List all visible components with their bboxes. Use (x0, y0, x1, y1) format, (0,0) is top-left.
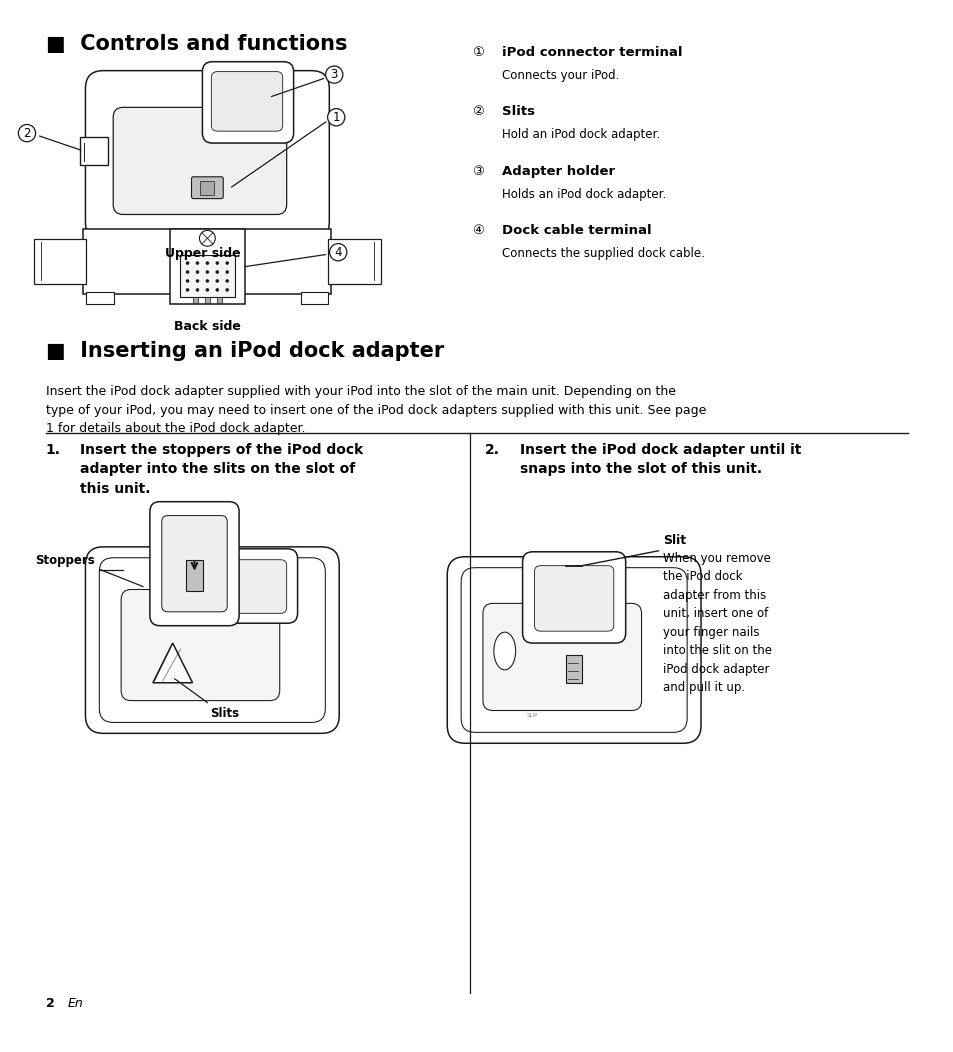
FancyBboxPatch shape (460, 568, 686, 732)
Bar (170, 229, 245, 304)
Circle shape (206, 261, 209, 265)
Text: En: En (68, 997, 83, 1010)
FancyBboxPatch shape (220, 560, 287, 613)
Circle shape (225, 270, 229, 274)
Polygon shape (152, 643, 193, 683)
Text: Stoppers: Stoppers (35, 553, 95, 567)
Text: 1.: 1. (46, 443, 61, 457)
Circle shape (225, 288, 229, 291)
Circle shape (206, 270, 209, 274)
Bar (193, 297, 198, 303)
Circle shape (215, 270, 219, 274)
Text: Adapter holder: Adapter holder (501, 165, 615, 178)
FancyBboxPatch shape (212, 72, 282, 132)
Circle shape (186, 288, 189, 291)
Text: Insert the stoppers of the iPod dock
adapter into the slits on the slot of
this : Insert the stoppers of the iPod dock ada… (80, 443, 363, 495)
Circle shape (225, 261, 229, 265)
Bar (34, 239, 87, 284)
Bar (186, 560, 203, 591)
FancyBboxPatch shape (150, 502, 239, 626)
FancyBboxPatch shape (113, 107, 287, 215)
Bar (300, 291, 328, 304)
Bar (80, 137, 108, 165)
Circle shape (186, 270, 189, 274)
FancyBboxPatch shape (162, 515, 227, 612)
FancyBboxPatch shape (86, 547, 339, 733)
Bar (83, 229, 331, 294)
Text: Back side: Back side (173, 320, 240, 332)
Ellipse shape (494, 632, 516, 670)
Text: When you remove
the iPod dock
adapter from this
unit, insert one of
your finger : When you remove the iPod dock adapter fr… (662, 552, 772, 694)
Circle shape (195, 288, 199, 291)
Circle shape (199, 230, 215, 246)
Text: Insert the iPod dock adapter supplied with your iPod into the slot of the main u: Insert the iPod dock adapter supplied wi… (46, 385, 705, 436)
Bar (216, 297, 221, 303)
FancyBboxPatch shape (121, 589, 279, 701)
Text: 4: 4 (335, 246, 341, 259)
Text: Holds an iPod dock adapter.: Holds an iPod dock adapter. (501, 187, 665, 201)
Circle shape (215, 288, 219, 291)
Text: 2.: 2. (484, 443, 499, 457)
Text: 3: 3 (331, 68, 337, 81)
FancyBboxPatch shape (99, 558, 325, 723)
Circle shape (195, 279, 199, 283)
Text: Dock cable terminal: Dock cable terminal (501, 224, 651, 238)
FancyBboxPatch shape (192, 177, 223, 199)
Text: Connects your iPod.: Connects your iPod. (501, 68, 618, 82)
Circle shape (206, 279, 209, 283)
FancyBboxPatch shape (522, 552, 625, 643)
Circle shape (186, 261, 189, 265)
Text: Slit: Slit (662, 533, 686, 547)
Text: Hold an iPod dock adapter.: Hold an iPod dock adapter. (501, 128, 659, 141)
Circle shape (195, 270, 199, 274)
Circle shape (195, 261, 199, 265)
Text: Insert the iPod dock adapter until it
snaps into the slot of this unit.: Insert the iPod dock adapter until it sn… (519, 443, 801, 477)
FancyBboxPatch shape (482, 604, 640, 710)
Text: 2: 2 (23, 126, 30, 140)
Text: Slits: Slits (210, 707, 239, 720)
Text: 1: 1 (333, 110, 339, 124)
Text: ③: ③ (472, 165, 483, 178)
Circle shape (206, 288, 209, 291)
Text: SLIP: SLIP (526, 712, 537, 717)
FancyBboxPatch shape (86, 70, 329, 240)
FancyBboxPatch shape (202, 62, 294, 143)
Circle shape (186, 279, 189, 283)
Circle shape (215, 261, 219, 265)
Text: ④: ④ (472, 224, 483, 238)
Bar (200, 181, 214, 195)
Text: ■  Inserting an iPod dock adapter: ■ Inserting an iPod dock adapter (46, 342, 443, 362)
Bar (328, 239, 380, 284)
FancyBboxPatch shape (534, 566, 613, 631)
Text: ①: ① (472, 46, 483, 59)
Text: ②: ② (472, 105, 483, 119)
Text: iPod connector terminal: iPod connector terminal (501, 46, 681, 59)
Bar (566, 655, 581, 683)
Text: Connects the supplied dock cable.: Connects the supplied dock cable. (501, 247, 704, 260)
Bar (87, 291, 114, 304)
Text: Slits: Slits (501, 105, 535, 119)
FancyBboxPatch shape (447, 557, 700, 744)
Text: ■  Controls and functions: ■ Controls and functions (46, 34, 347, 54)
Bar (205, 297, 210, 303)
Text: 2: 2 (46, 997, 54, 1010)
Bar (179, 256, 234, 297)
Circle shape (215, 279, 219, 283)
FancyBboxPatch shape (210, 549, 297, 623)
Text: Upper side: Upper side (165, 247, 240, 260)
Circle shape (225, 279, 229, 283)
